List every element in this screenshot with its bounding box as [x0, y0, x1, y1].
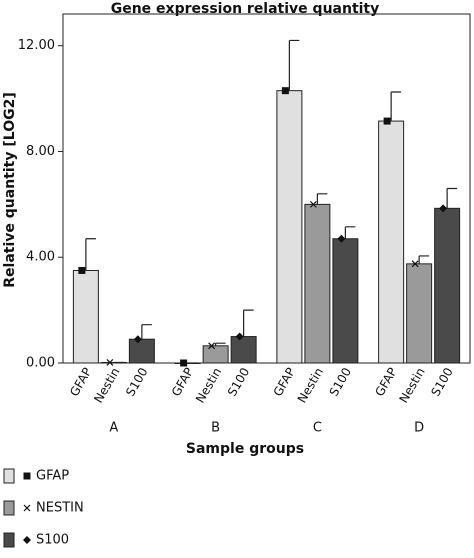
error-bar [446, 187, 458, 209]
marker [235, 332, 244, 341]
y-tick-label: 12.00 [18, 38, 55, 53]
bar [434, 207, 461, 364]
error-bar [215, 342, 226, 346]
legend-swatch [3, 500, 15, 516]
marker [411, 260, 419, 268]
x-tick-label: S100 [123, 365, 150, 398]
marker [106, 359, 114, 366]
marker [208, 342, 216, 350]
legend-label: NESTIN [36, 501, 84, 516]
marker [337, 234, 346, 243]
error-bar [243, 309, 254, 337]
error-bar [344, 226, 356, 239]
marker [309, 200, 317, 208]
y-axis-label: Relative quantity [LOG2] [2, 92, 18, 287]
bar [128, 338, 155, 364]
y-tick-label: 8.00 [26, 144, 55, 159]
x-group-label: D [414, 421, 424, 436]
legend-swatch [3, 532, 15, 548]
error-bar [390, 91, 402, 122]
marker [439, 204, 448, 213]
marker [281, 87, 289, 95]
legend-marker [23, 504, 31, 512]
plot-frame [62, 13, 471, 364]
legend-marker [23, 536, 31, 544]
marker [133, 335, 142, 344]
error-bar [316, 193, 328, 205]
marker [78, 266, 86, 274]
x-axis-label: Sample groups [186, 441, 304, 457]
x-tick-label: Nestin [295, 365, 326, 405]
legend-label: GFAP [36, 469, 69, 484]
bar [406, 263, 433, 364]
x-tick-label: S100 [428, 365, 455, 398]
y-tick-label: 4.00 [26, 250, 55, 265]
x-group-label: A [109, 421, 118, 436]
bar [72, 269, 99, 364]
x-tick-label: Nestin [91, 365, 122, 405]
legend-marker [23, 472, 31, 480]
x-tick-label: GFAP [169, 365, 196, 398]
x-tick-label: GFAP [271, 365, 298, 398]
legend-swatch [3, 468, 15, 484]
bar [304, 203, 331, 364]
x-group-label: C [313, 421, 322, 436]
x-tick-label: Nestin [193, 365, 224, 405]
error-bar [288, 39, 300, 91]
bar [202, 345, 229, 364]
error-bar [418, 255, 430, 264]
legend-label: S100 [36, 533, 69, 548]
x-tick-label: S100 [225, 365, 252, 398]
x-tick-label: GFAP [372, 365, 399, 398]
chart-title: Gene expression relative quantity [111, 1, 380, 17]
bar [378, 120, 405, 364]
bar [332, 238, 359, 364]
x-group-label: B [211, 421, 220, 436]
y-tick-label: 0.00 [26, 356, 55, 371]
x-tick-label: S100 [327, 365, 354, 398]
marker [180, 359, 188, 367]
marker [383, 117, 391, 125]
bar [276, 90, 303, 364]
error-bar [141, 324, 152, 340]
x-tick-label: GFAP [67, 365, 94, 398]
x-tick-label: Nestin [396, 365, 427, 405]
bar [230, 336, 257, 364]
error-bar [85, 238, 96, 271]
